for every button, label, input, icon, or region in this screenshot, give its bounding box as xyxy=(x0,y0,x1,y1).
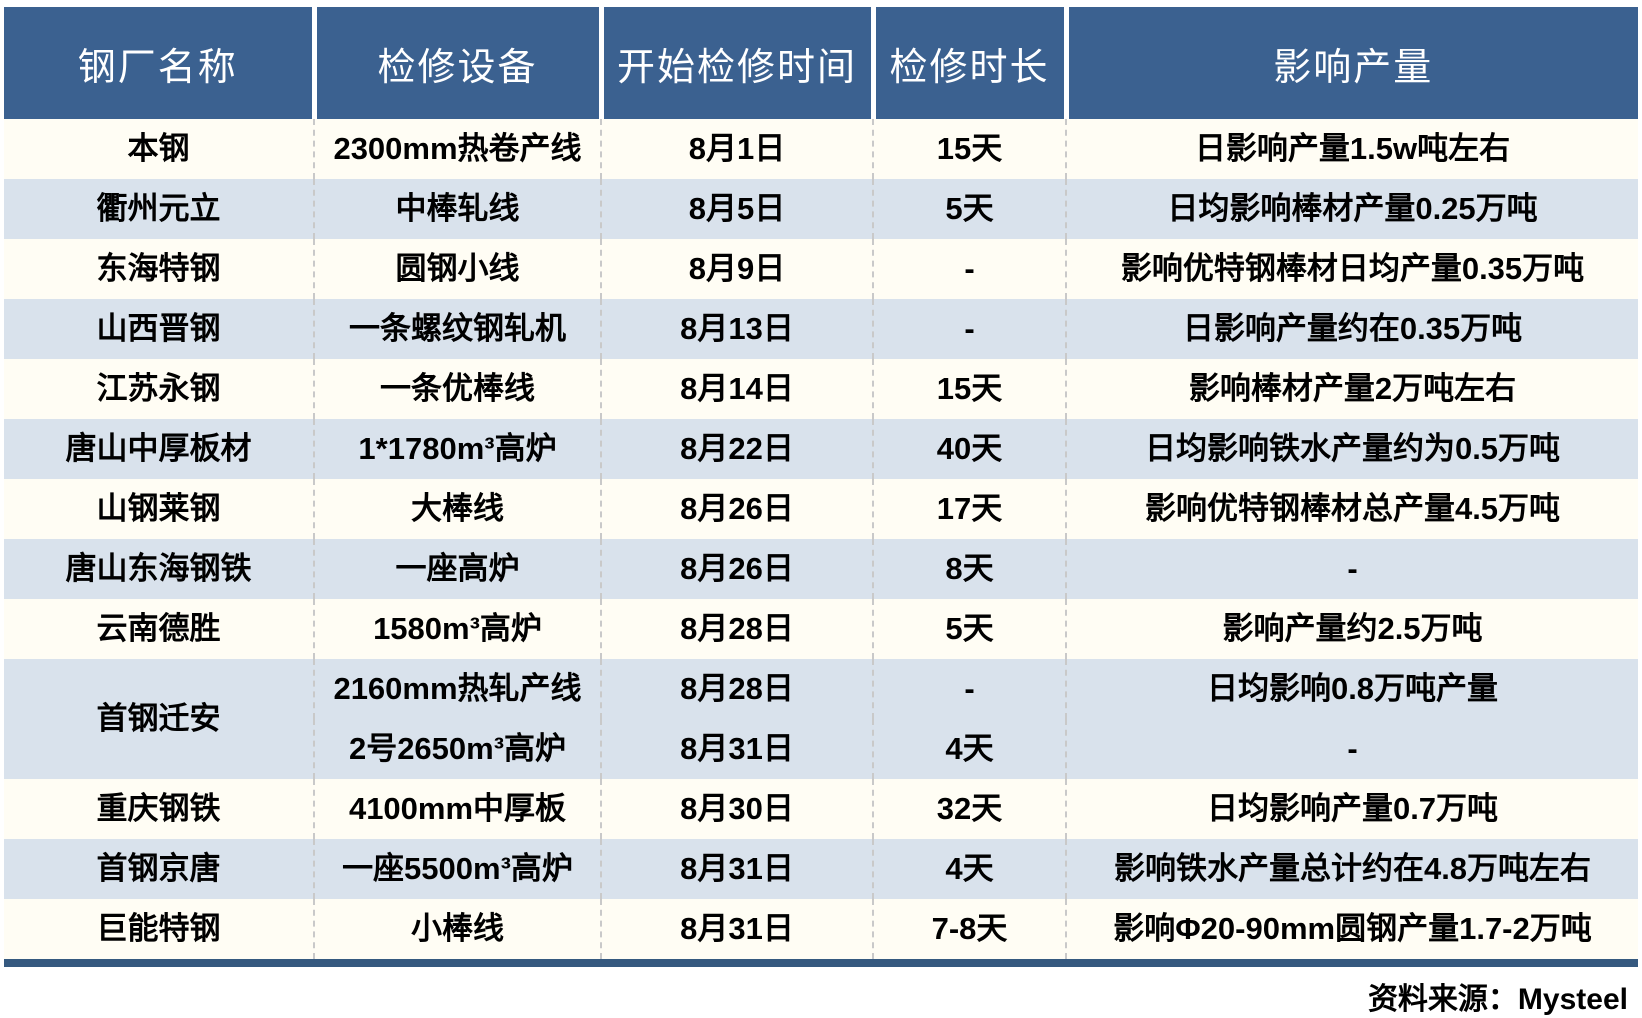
cell-impact: 影响优特钢棒材总产量4.5万吨 xyxy=(1065,479,1638,539)
cell-equipment: 圆钢小线 xyxy=(313,239,601,299)
cell-duration: 8天 xyxy=(872,539,1066,599)
table-row: 2号2650m³高炉 8月31日 4天 - xyxy=(4,719,1638,779)
table-row: 首钢迁安 2160mm热轧产线 8月28日 - 日均影响0.8万吨产量 xyxy=(4,659,1638,779)
cell-impact: 影响优特钢棒材日均产量0.35万吨 xyxy=(1065,239,1638,299)
column-header-mill: 钢厂名称 xyxy=(4,7,314,119)
cell-impact: 影响棒材产量2万吨左右 xyxy=(1065,359,1638,419)
column-header-equipment: 检修设备 xyxy=(311,7,601,119)
cell-equipment: 1580m³高炉 xyxy=(313,599,601,659)
cell-impact: 日影响产量1.5w吨左右 xyxy=(1065,119,1638,179)
cell-start: 8月28日 xyxy=(600,659,873,719)
cell-impact: 日影响产量约在0.35万吨 xyxy=(1065,299,1638,359)
cell-mill: 本钢 xyxy=(4,119,314,179)
table-row: 重庆钢铁 4100mm中厚板 8月30日 32天 日均影响产量0.7万吨 xyxy=(4,779,1638,839)
table-row: 衢州元立 中棒轧线 8月5日 5天 日均影响棒材产量0.25万吨 xyxy=(4,179,1638,239)
maintenance-table: 钢厂名称 检修设备 开始检修时间 检修时长 影响产量 本钢 2300mm热卷产线… xyxy=(4,7,1638,959)
table-row: 山钢莱钢 大棒线 8月26日 17天 影响优特钢棒材总产量4.5万吨 xyxy=(4,479,1638,539)
cell-equipment: 一条优棒线 xyxy=(313,359,601,419)
cell-impact: 影响铁水产量总计约在4.8万吨左右 xyxy=(1065,839,1638,899)
cell-equipment: 一座高炉 xyxy=(313,539,601,599)
cell-mill: 重庆钢铁 xyxy=(4,779,314,839)
cell-start: 8月31日 xyxy=(600,719,873,779)
table-row: 巨能特钢 小棒线 8月31日 7-8天 影响Φ20-90mm圆钢产量1.7-2万… xyxy=(4,899,1638,959)
cell-impact: 日均影响棒材产量0.25万吨 xyxy=(1065,179,1638,239)
cell-equipment: 4100mm中厚板 xyxy=(313,779,601,839)
cell-equipment: 小棒线 xyxy=(313,899,601,959)
cell-duration: - xyxy=(872,659,1066,719)
column-header-impact: 影响产量 xyxy=(1063,7,1638,119)
cell-mill: 云南德胜 xyxy=(4,599,314,659)
cell-impact: 影响产量约2.5万吨 xyxy=(1065,599,1638,659)
cell-mill: 唐山中厚板材 xyxy=(4,419,314,479)
cell-start: 8月26日 xyxy=(600,539,873,599)
cell-impact: 影响Φ20-90mm圆钢产量1.7-2万吨 xyxy=(1065,899,1638,959)
cell-duration: 40天 xyxy=(872,419,1066,479)
cell-start: 8月5日 xyxy=(600,179,873,239)
cell-mill-merged: 首钢迁安 xyxy=(4,659,314,779)
cell-equipment: 2号2650m³高炉 xyxy=(313,719,601,779)
cell-mill: 东海特钢 xyxy=(4,239,314,299)
cell-duration: - xyxy=(872,299,1066,359)
cell-start: 8月1日 xyxy=(600,119,873,179)
cell-equipment: 一座5500m³高炉 xyxy=(313,839,601,899)
cell-start: 8月22日 xyxy=(600,419,873,479)
cell-impact: - xyxy=(1065,719,1638,779)
cell-equipment: 中棒轧线 xyxy=(313,179,601,239)
cell-start: 8月9日 xyxy=(600,239,873,299)
table-row: 东海特钢 圆钢小线 8月9日 - 影响优特钢棒材日均产量0.35万吨 xyxy=(4,239,1638,299)
table-row: 云南德胜 1580m³高炉 8月28日 5天 影响产量约2.5万吨 xyxy=(4,599,1638,659)
cell-start: 8月31日 xyxy=(600,839,873,899)
table-bottom-rule xyxy=(4,959,1638,967)
cell-start: 8月26日 xyxy=(600,479,873,539)
cell-mill: 唐山东海钢铁 xyxy=(4,539,314,599)
cell-duration: - xyxy=(872,239,1066,299)
cell-start: 8月13日 xyxy=(600,299,873,359)
cell-duration: 32天 xyxy=(872,779,1066,839)
cell-equipment: 2160mm热轧产线 xyxy=(313,659,601,719)
cell-start: 8月28日 xyxy=(600,599,873,659)
cell-mill: 山西晋钢 xyxy=(4,299,314,359)
cell-start: 8月30日 xyxy=(600,779,873,839)
table-row: 唐山东海钢铁 一座高炉 8月26日 8天 - xyxy=(4,539,1638,599)
table-row: 江苏永钢 一条优棒线 8月14日 15天 影响棒材产量2万吨左右 xyxy=(4,359,1638,419)
column-header-duration: 检修时长 xyxy=(870,7,1066,119)
table-row: 唐山中厚板材 1*1780m³高炉 8月22日 40天 日均影响铁水产量约为0.… xyxy=(4,419,1638,479)
cell-impact: 日均影响0.8万吨产量 xyxy=(1065,659,1638,719)
cell-mill: 山钢莱钢 xyxy=(4,479,314,539)
source-note: 资料来源：Mysteel xyxy=(1367,983,1628,1016)
header-row: 钢厂名称 检修设备 开始检修时间 检修时长 影响产量 xyxy=(4,7,1638,119)
cell-impact: 日均影响铁水产量约为0.5万吨 xyxy=(1065,419,1638,479)
cell-duration: 4天 xyxy=(872,719,1066,779)
cell-duration: 17天 xyxy=(872,479,1066,539)
cell-equipment: 大棒线 xyxy=(313,479,601,539)
table-row: 山西晋钢 一条螺纹钢轧机 8月13日 - 日影响产量约在0.35万吨 xyxy=(4,299,1638,359)
table-row: 首钢京唐 一座5500m³高炉 8月31日 4天 影响铁水产量总计约在4.8万吨… xyxy=(4,839,1638,899)
cell-duration: 4天 xyxy=(872,839,1066,899)
cell-mill: 江苏永钢 xyxy=(4,359,314,419)
cell-duration: 15天 xyxy=(872,119,1066,179)
cell-equipment: 2300mm热卷产线 xyxy=(313,119,601,179)
cell-mill: 衢州元立 xyxy=(4,179,314,239)
table-row: 本钢 2300mm热卷产线 8月1日 15天 日影响产量1.5w吨左右 xyxy=(4,119,1638,179)
cell-duration: 15天 xyxy=(872,359,1066,419)
column-header-start: 开始检修时间 xyxy=(598,7,873,119)
cell-duration: 5天 xyxy=(872,599,1066,659)
cell-duration: 7-8天 xyxy=(872,899,1066,959)
cell-impact: 日均影响产量0.7万吨 xyxy=(1065,779,1638,839)
cell-duration: 5天 xyxy=(872,179,1066,239)
cell-mill: 巨能特钢 xyxy=(4,899,314,959)
cell-start: 8月31日 xyxy=(600,899,873,959)
cell-impact: - xyxy=(1065,539,1638,599)
cell-start: 8月14日 xyxy=(600,359,873,419)
cell-mill: 首钢京唐 xyxy=(4,839,314,899)
cell-equipment: 一条螺纹钢轧机 xyxy=(313,299,601,359)
cell-equipment: 1*1780m³高炉 xyxy=(313,419,601,479)
